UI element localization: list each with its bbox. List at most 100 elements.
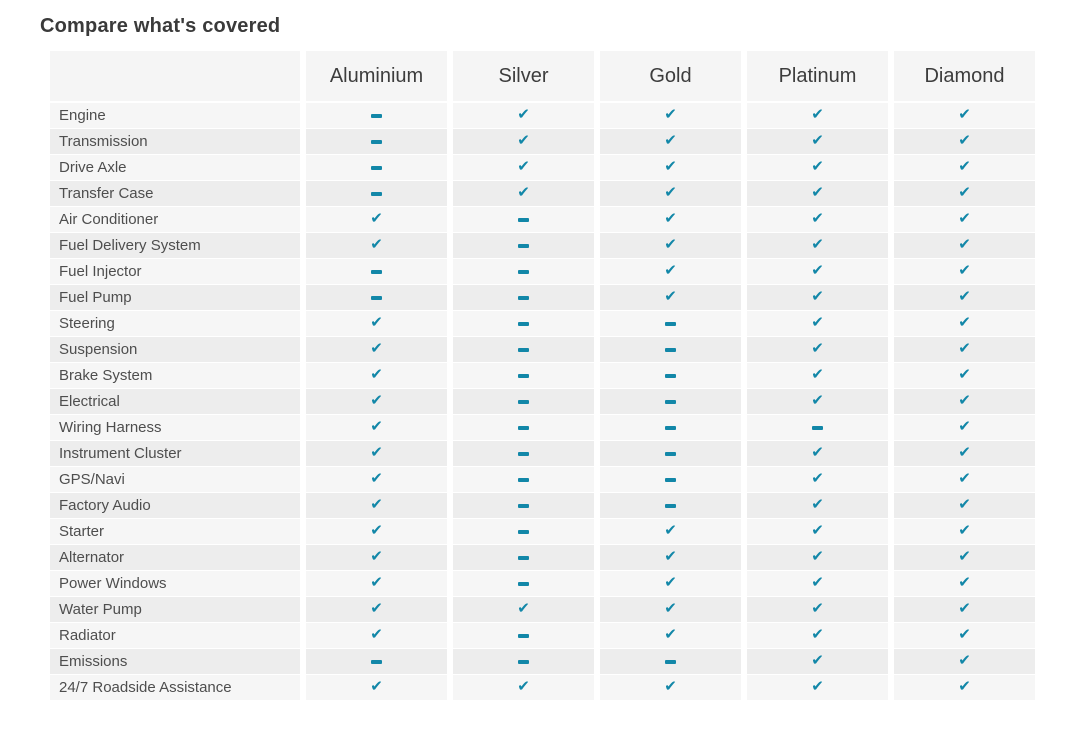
page-title: Compare what's covered: [40, 15, 281, 37]
coverage-cell: ✔: [747, 103, 888, 128]
coverage-cell: ✔: [747, 233, 888, 258]
check-icon: ✔: [370, 340, 383, 357]
dash-icon: [518, 373, 529, 378]
coverage-cell: [453, 493, 594, 518]
coverage-cell: [306, 259, 447, 284]
check-icon: ✔: [664, 600, 677, 617]
coverage-cell: [600, 493, 741, 518]
dash-icon: [665, 425, 676, 430]
coverage-cell: [453, 545, 594, 570]
column-header-gold: Gold: [600, 51, 741, 101]
coverage-cell: ✔: [747, 155, 888, 180]
coverage-cell: ✔: [453, 103, 594, 128]
coverage-cell: [600, 467, 741, 492]
table-row: Air Conditioner ✔ ✔ ✔ ✔: [50, 207, 1035, 232]
coverage-cell: ✔: [894, 649, 1035, 674]
coverage-cell: ✔: [453, 597, 594, 622]
coverage-cell: ✔: [894, 311, 1035, 336]
coverage-cell: ✔: [453, 129, 594, 154]
check-icon: ✔: [958, 652, 971, 669]
check-icon: ✔: [811, 132, 824, 149]
row-label: Air Conditioner: [50, 207, 300, 232]
coverage-cell: [306, 129, 447, 154]
check-icon: ✔: [664, 678, 677, 695]
check-icon: ✔: [811, 600, 824, 617]
coverage-cell: ✔: [453, 181, 594, 206]
coverage-cell: [747, 415, 888, 440]
check-icon: ✔: [664, 574, 677, 591]
coverage-cell: [600, 649, 741, 674]
check-icon: ✔: [958, 444, 971, 461]
coverage-cell: ✔: [747, 389, 888, 414]
check-icon: ✔: [958, 262, 971, 279]
coverage-cell: ✔: [306, 337, 447, 362]
coverage-cell: ✔: [306, 545, 447, 570]
table-header-row: Aluminium Silver Gold Platinum Diamond: [50, 51, 1035, 101]
coverage-cell: [453, 389, 594, 414]
table-row: Suspension ✔ ✔ ✔: [50, 337, 1035, 362]
row-label: 24/7 Roadside Assistance: [50, 675, 300, 700]
dash-icon: [665, 451, 676, 456]
coverage-cell: ✔: [306, 467, 447, 492]
row-label: Starter: [50, 519, 300, 544]
check-icon: ✔: [958, 418, 971, 435]
coverage-cell: ✔: [306, 623, 447, 648]
coverage-cell: ✔: [600, 233, 741, 258]
check-icon: ✔: [370, 522, 383, 539]
coverage-cell: ✔: [600, 519, 741, 544]
dash-icon: [518, 633, 529, 638]
coverage-cell: ✔: [600, 597, 741, 622]
check-icon: ✔: [958, 366, 971, 383]
table-row: Alternator ✔ ✔ ✔ ✔: [50, 545, 1035, 570]
check-icon: ✔: [811, 470, 824, 487]
coverage-cell: ✔: [894, 207, 1035, 232]
check-icon: ✔: [370, 470, 383, 487]
row-label: Transfer Case: [50, 181, 300, 206]
check-icon: ✔: [811, 548, 824, 565]
coverage-cell: ✔: [453, 675, 594, 700]
dash-icon: [371, 659, 382, 664]
check-icon: ✔: [517, 184, 530, 201]
coverage-cell: ✔: [894, 415, 1035, 440]
table-row: Electrical ✔ ✔ ✔: [50, 389, 1035, 414]
check-icon: ✔: [958, 184, 971, 201]
table-row: Steering ✔ ✔ ✔: [50, 311, 1035, 336]
coverage-cell: [453, 337, 594, 362]
dash-icon: [665, 347, 676, 352]
check-icon: ✔: [664, 548, 677, 565]
check-icon: ✔: [958, 470, 971, 487]
table-row: Engine ✔ ✔ ✔ ✔: [50, 103, 1035, 128]
row-label: Power Windows: [50, 571, 300, 596]
dash-icon: [665, 321, 676, 326]
coverage-cell: ✔: [747, 207, 888, 232]
coverage-cell: ✔: [894, 233, 1035, 258]
coverage-cell: [600, 441, 741, 466]
coverage-cell: ✔: [894, 129, 1035, 154]
dash-icon: [518, 659, 529, 664]
dash-icon: [518, 269, 529, 274]
row-label: Steering: [50, 311, 300, 336]
coverage-cell: ✔: [894, 545, 1035, 570]
dash-icon: [371, 113, 382, 118]
check-icon: ✔: [811, 236, 824, 253]
coverage-cell: ✔: [600, 623, 741, 648]
dash-icon: [518, 529, 529, 534]
check-icon: ✔: [370, 366, 383, 383]
row-label: Instrument Cluster: [50, 441, 300, 466]
coverage-cell: [453, 363, 594, 388]
coverage-cell: [453, 519, 594, 544]
column-header-diamond: Diamond: [894, 51, 1035, 101]
coverage-cell: ✔: [600, 181, 741, 206]
dash-icon: [518, 347, 529, 352]
row-label: Transmission: [50, 129, 300, 154]
column-header-silver: Silver: [453, 51, 594, 101]
coverage-cell: ✔: [894, 337, 1035, 362]
dash-icon: [518, 581, 529, 586]
row-label: Fuel Delivery System: [50, 233, 300, 258]
check-icon: ✔: [517, 106, 530, 123]
dash-icon: [665, 373, 676, 378]
check-icon: ✔: [370, 444, 383, 461]
row-label: Alternator: [50, 545, 300, 570]
coverage-cell: ✔: [306, 311, 447, 336]
coverage-cell: ✔: [747, 519, 888, 544]
